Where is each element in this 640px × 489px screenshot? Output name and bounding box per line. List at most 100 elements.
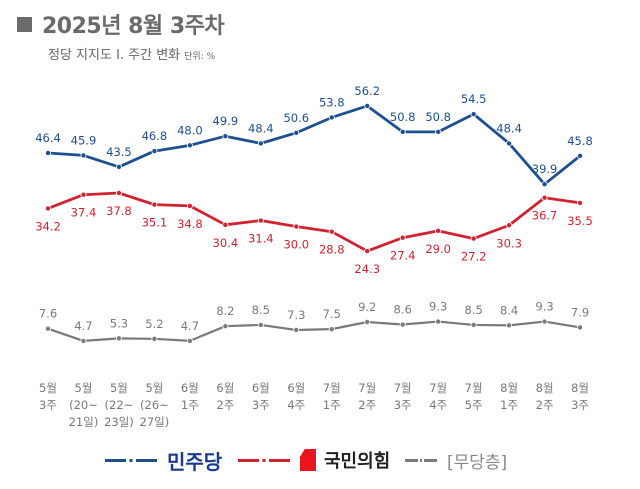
x-tick-label: 1주 xyxy=(323,398,341,412)
data-label: 35.5 xyxy=(567,214,593,228)
data-point xyxy=(115,189,122,196)
x-tick-label: 3주 xyxy=(571,398,589,412)
x-tick-label: 3주 xyxy=(252,398,270,412)
x-tick-label: 6월 xyxy=(287,381,305,395)
data-label: 45.8 xyxy=(567,134,593,148)
data-point xyxy=(506,140,513,147)
data-label: 31.4 xyxy=(248,232,274,246)
data-point xyxy=(541,318,548,325)
x-tick-label: 4주 xyxy=(429,398,447,412)
data-point xyxy=(257,321,264,328)
data-label: 4.7 xyxy=(181,319,199,333)
data-point xyxy=(328,326,335,333)
data-point xyxy=(115,335,122,342)
x-tick-label: 3주 xyxy=(394,398,412,412)
data-point xyxy=(186,337,193,344)
x-tick-label: 7월 xyxy=(429,381,447,395)
data-label: 9.3 xyxy=(429,300,447,314)
x-tick-label: (20~ xyxy=(69,398,98,412)
x-tick-label: 4주 xyxy=(287,398,305,412)
data-label: 8.5 xyxy=(464,303,482,317)
data-label: 45.9 xyxy=(71,133,97,147)
legend-item-ppp: 국민의힘 xyxy=(238,447,390,473)
legend: 민주당 국민의힘 [무당층] xyxy=(0,447,640,477)
data-point xyxy=(506,222,513,229)
data-label: 56.2 xyxy=(354,84,380,98)
chart-subtitle: 정당 지지도 Ⅰ. 주간 변화 단위: % xyxy=(48,48,216,63)
data-label: 29.0 xyxy=(425,242,451,256)
x-tick-label: 7월 xyxy=(358,381,376,395)
data-label: 30.0 xyxy=(283,238,309,252)
data-label: 9.2 xyxy=(358,300,376,314)
data-point xyxy=(80,191,87,198)
x-tick-label: (22~ xyxy=(105,398,134,412)
data-point xyxy=(115,163,122,170)
data-label: 7.3 xyxy=(287,308,305,322)
legend-line-icon xyxy=(105,458,157,462)
data-point xyxy=(186,202,193,209)
data-label: 54.5 xyxy=(461,92,487,106)
data-label: 36.7 xyxy=(532,209,558,223)
x-tick-label: 7월 xyxy=(394,381,412,395)
legend-line-icon xyxy=(405,458,437,462)
data-point xyxy=(541,181,548,188)
legend-line-icon xyxy=(238,458,290,462)
data-point xyxy=(399,321,406,328)
data-point xyxy=(45,149,52,156)
data-label: 35.1 xyxy=(142,216,168,230)
data-point xyxy=(577,324,584,331)
data-point xyxy=(293,223,300,230)
data-label: 48.4 xyxy=(496,121,522,135)
data-point xyxy=(151,201,158,208)
data-label: 48.4 xyxy=(248,121,274,135)
data-point xyxy=(80,337,87,344)
x-tick-label: (26~ xyxy=(140,398,169,412)
data-point xyxy=(328,114,335,121)
data-point xyxy=(257,217,264,224)
data-point xyxy=(222,323,229,330)
series-line-2 xyxy=(47,320,581,342)
data-label: 27.4 xyxy=(390,249,416,263)
x-tick-label: 6월 xyxy=(181,381,199,395)
data-label: 4.7 xyxy=(74,319,92,333)
data-point xyxy=(151,335,158,342)
x-tick-label: 23일) xyxy=(104,415,134,429)
x-tick-label: 21일) xyxy=(69,415,99,429)
data-point xyxy=(45,325,52,332)
data-label: 46.4 xyxy=(35,131,61,145)
x-tick-label: 2주 xyxy=(358,398,376,412)
data-point xyxy=(186,142,193,149)
x-tick-label: 1주 xyxy=(181,398,199,412)
data-point xyxy=(364,318,371,325)
data-label: 48.0 xyxy=(177,123,203,137)
data-label: 7.9 xyxy=(571,305,589,319)
data-label: 24.3 xyxy=(354,262,380,276)
x-tick-label: 2주 xyxy=(536,398,554,412)
data-label: 28.8 xyxy=(319,243,345,257)
data-point xyxy=(399,128,406,135)
data-point xyxy=(45,205,52,212)
x-tick-label: 5월 xyxy=(39,381,57,395)
data-point xyxy=(293,129,300,136)
series-line-0 xyxy=(47,104,581,186)
data-point xyxy=(222,133,229,140)
x-tick-label: 5주 xyxy=(465,398,483,412)
x-tick-label: 5월 xyxy=(145,381,163,395)
data-label: 53.8 xyxy=(319,95,345,109)
data-label: 27.2 xyxy=(461,250,487,264)
data-point xyxy=(435,128,442,135)
data-point xyxy=(577,152,584,159)
unit-label: 단위: % xyxy=(184,52,216,62)
data-label: 34.8 xyxy=(177,217,203,231)
data-label: 50.8 xyxy=(425,110,451,124)
data-point xyxy=(506,322,513,329)
data-label: 37.4 xyxy=(71,206,97,220)
data-label: 7.5 xyxy=(323,307,341,321)
chart-title: 2025년 8월 3주차 xyxy=(17,8,225,40)
data-label: 8.6 xyxy=(394,303,412,317)
series-line-1 xyxy=(47,191,581,253)
line-chart: 46.4 45.9 43.5 46.8 48.0 49.9 48.4 50.6 53.8 56.2… xyxy=(35,84,593,429)
data-label: 5.2 xyxy=(145,317,163,331)
data-label: 34.2 xyxy=(35,219,61,233)
data-label: 49.9 xyxy=(213,114,239,128)
